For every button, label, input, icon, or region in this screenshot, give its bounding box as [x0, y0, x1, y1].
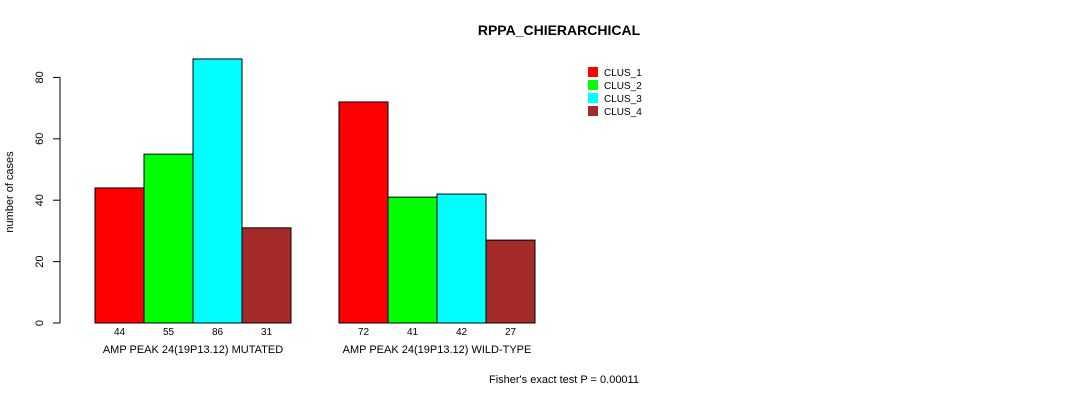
fisher-test-annotation: Fisher's exact test P = 0.00011 [489, 374, 639, 386]
bar-clus-1 [338, 101, 389, 324]
legend-swatch [588, 80, 598, 90]
legend-label: CLUS_2 [604, 81, 642, 92]
bar-value-label: 72 [358, 327, 370, 338]
bar-value-label: 31 [261, 327, 273, 338]
bar-clus-1 [94, 187, 145, 324]
bar-clus-2 [387, 196, 438, 324]
bar-clus-4 [485, 239, 536, 324]
bar-value-label: 44 [114, 327, 126, 338]
bar-clus-2 [143, 153, 194, 324]
y-tick-label: 0 [34, 320, 46, 326]
bar-clus-4 [241, 227, 292, 324]
y-axis: 0 20 40 60 80 [34, 71, 61, 326]
legend-label: CLUS_1 [604, 68, 642, 79]
y-tick-label: 40 [34, 194, 46, 206]
legend-swatch [588, 106, 598, 116]
bar-value-label: 41 [407, 327, 419, 338]
y-tick-label: 20 [34, 255, 46, 267]
bars: 44 55 86 31 AMP PEAK 24(19P13.12) MUTATED 72 4… [94, 58, 536, 356]
legend-label: CLUS_3 [604, 94, 642, 105]
group-label: AMP PEAK 24(19P13.12) MUTATED [103, 344, 283, 356]
bar-value-label: 27 [505, 327, 517, 338]
bar-value-label: 42 [456, 327, 468, 338]
y-axis-label: number of cases [4, 151, 16, 233]
group-label: AMP PEAK 24(19P13.12) WILD-TYPE [343, 344, 532, 356]
y-tick-label: 80 [34, 71, 46, 83]
legend-label: CLUS_4 [604, 107, 642, 118]
bar-clus-3 [192, 58, 243, 324]
legend-swatch [588, 93, 598, 103]
legend: CLUS_1 CLUS_2 CLUS_3 CLUS_4 [588, 67, 642, 118]
y-tick-label: 60 [34, 133, 46, 145]
bar-value-label: 86 [212, 327, 224, 338]
bar-clus-3 [436, 193, 487, 324]
legend-swatch [588, 67, 598, 77]
bar-value-label: 55 [163, 327, 175, 338]
chart-title: RPPA_CHIERARCHICAL [478, 22, 641, 38]
